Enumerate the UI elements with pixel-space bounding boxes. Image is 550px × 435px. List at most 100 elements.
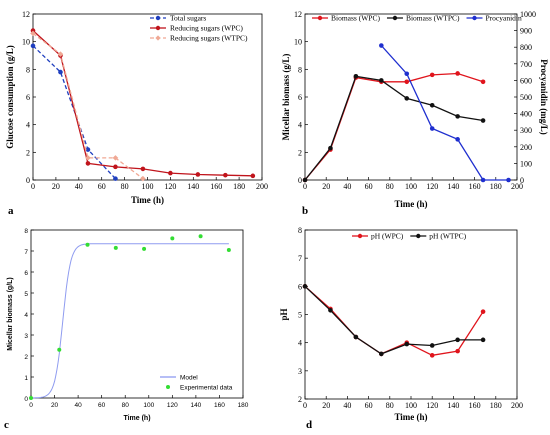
panel-c: 0 20 40 60 80 100 120 140 160 180 0 1 2 3 4 5 6 7 8 Time (h…	[4, 228, 249, 431]
x-tick-label: 40	[343, 401, 351, 410]
x-axis-label: Time (h)	[131, 195, 164, 205]
panel-letter: a	[8, 205, 14, 217]
legend-label: Reducing sugars (WPC)	[170, 24, 243, 33]
x-tick-label: 200	[511, 401, 523, 410]
x-tick-label: 20	[52, 182, 60, 191]
data-point	[480, 118, 486, 123]
data-point	[113, 245, 118, 250]
panel-letter: d	[306, 419, 312, 431]
data-point	[404, 71, 410, 77]
x-tick-label: 80	[122, 402, 130, 409]
data-point	[455, 137, 460, 142]
x-tick-label: 60	[98, 182, 106, 191]
legend: pH (WPC) pH (WTPC)	[352, 232, 467, 241]
x-tick-label: 80	[121, 182, 129, 191]
x-axis-label: Time (h)	[394, 412, 427, 422]
data-point	[429, 353, 435, 358]
series-model	[30, 243, 229, 399]
data-point	[113, 164, 118, 170]
legend-marker	[155, 25, 161, 31]
x-tick-label: 160	[210, 182, 222, 191]
y-axis-label: Micellar biomass (g/L)	[281, 54, 291, 141]
data-point	[30, 30, 36, 37]
y-tick-label: 7	[298, 254, 302, 263]
data-point	[429, 126, 435, 131]
y-right-tick-label: 900	[520, 27, 532, 36]
model-curve	[30, 243, 229, 399]
data-point	[170, 236, 175, 241]
x-tick-label: 160	[469, 182, 481, 191]
data-point	[57, 51, 64, 57]
series-line	[32, 45, 116, 180]
x-tick-label: 180	[233, 182, 245, 191]
x-tick-label: 140	[187, 182, 199, 191]
data-point	[58, 69, 63, 75]
data-point	[328, 145, 333, 151]
legend-label: Model	[180, 375, 198, 382]
y-tick-label: 5	[24, 291, 28, 298]
x-tick-label: 0	[31, 182, 35, 191]
data-point	[455, 114, 460, 119]
y-right-tick-label: 500	[520, 93, 532, 102]
legend-marker	[357, 233, 363, 239]
x-tick-label: 120	[164, 182, 176, 191]
data-point	[480, 79, 486, 85]
y-tick-label: 0	[24, 396, 28, 403]
x-tick-label: 60	[98, 402, 106, 409]
series-ph-wpc-	[302, 284, 486, 358]
series-line	[304, 75, 484, 181]
data-point	[302, 177, 308, 183]
legend-label: Experimental data	[180, 385, 233, 392]
data-point	[29, 396, 33, 400]
x-tick-label: 80	[386, 401, 394, 410]
data-point	[198, 234, 203, 239]
y-tick-label: 12	[294, 10, 302, 19]
data-point	[30, 43, 36, 49]
data-point	[404, 79, 410, 85]
plot-frame	[304, 13, 518, 181]
y-tick-label: 2	[298, 148, 302, 157]
x-tick-label: 100	[143, 402, 154, 409]
y-right-tick-label: 1000	[520, 10, 536, 19]
x-tick-label: 100	[405, 182, 417, 191]
series-reducing-sugars-wpc-	[30, 28, 256, 179]
y-tick-label: 8	[298, 65, 302, 74]
y-right-tick-label: 0	[520, 176, 524, 185]
x-tick-label: 160	[214, 402, 225, 409]
data-point	[506, 177, 511, 183]
y-right-tick-label: 700	[520, 60, 532, 69]
legend-label: Total sugars	[170, 14, 206, 23]
y-right-tick-label: 400	[520, 110, 532, 119]
data-point	[85, 155, 91, 161]
data-point	[328, 307, 333, 313]
y-axis-label: pH	[279, 308, 289, 320]
x-tick-label: 0	[29, 402, 33, 409]
data-point	[455, 71, 460, 76]
y-tick-label: 2	[24, 354, 28, 361]
data-point	[404, 341, 410, 347]
x-tick-label: 180	[490, 401, 502, 410]
data-point	[168, 170, 173, 176]
legend-marker	[416, 233, 421, 239]
data-point	[429, 343, 435, 348]
y-tick-label: 4	[24, 312, 28, 319]
panel-letter: c	[4, 419, 9, 431]
y-tick-label: 4	[298, 339, 302, 348]
data-point	[455, 337, 460, 343]
panel-a: 0 20 40 60 80 100 120 140 160 180 200 0 2 4 6 8 10 12 Time…	[5, 10, 268, 217]
data-point	[429, 72, 435, 78]
y-tick-label: 2	[298, 395, 302, 404]
x-tick-label: 60	[365, 182, 373, 191]
legend-marker	[166, 385, 170, 389]
y-tick-label: 3	[24, 333, 28, 340]
y-tick-label: 6	[298, 93, 302, 102]
data-point	[85, 161, 91, 166]
x-tick-label: 20	[322, 401, 330, 410]
legend-label: Procyanidin	[486, 14, 522, 23]
series-biomass-wtpc-	[302, 73, 486, 183]
x-tick-label: 40	[74, 402, 82, 409]
legend-marker	[472, 15, 477, 21]
x-tick-label: 120	[167, 402, 178, 409]
x-tick-label: 180	[490, 182, 502, 191]
